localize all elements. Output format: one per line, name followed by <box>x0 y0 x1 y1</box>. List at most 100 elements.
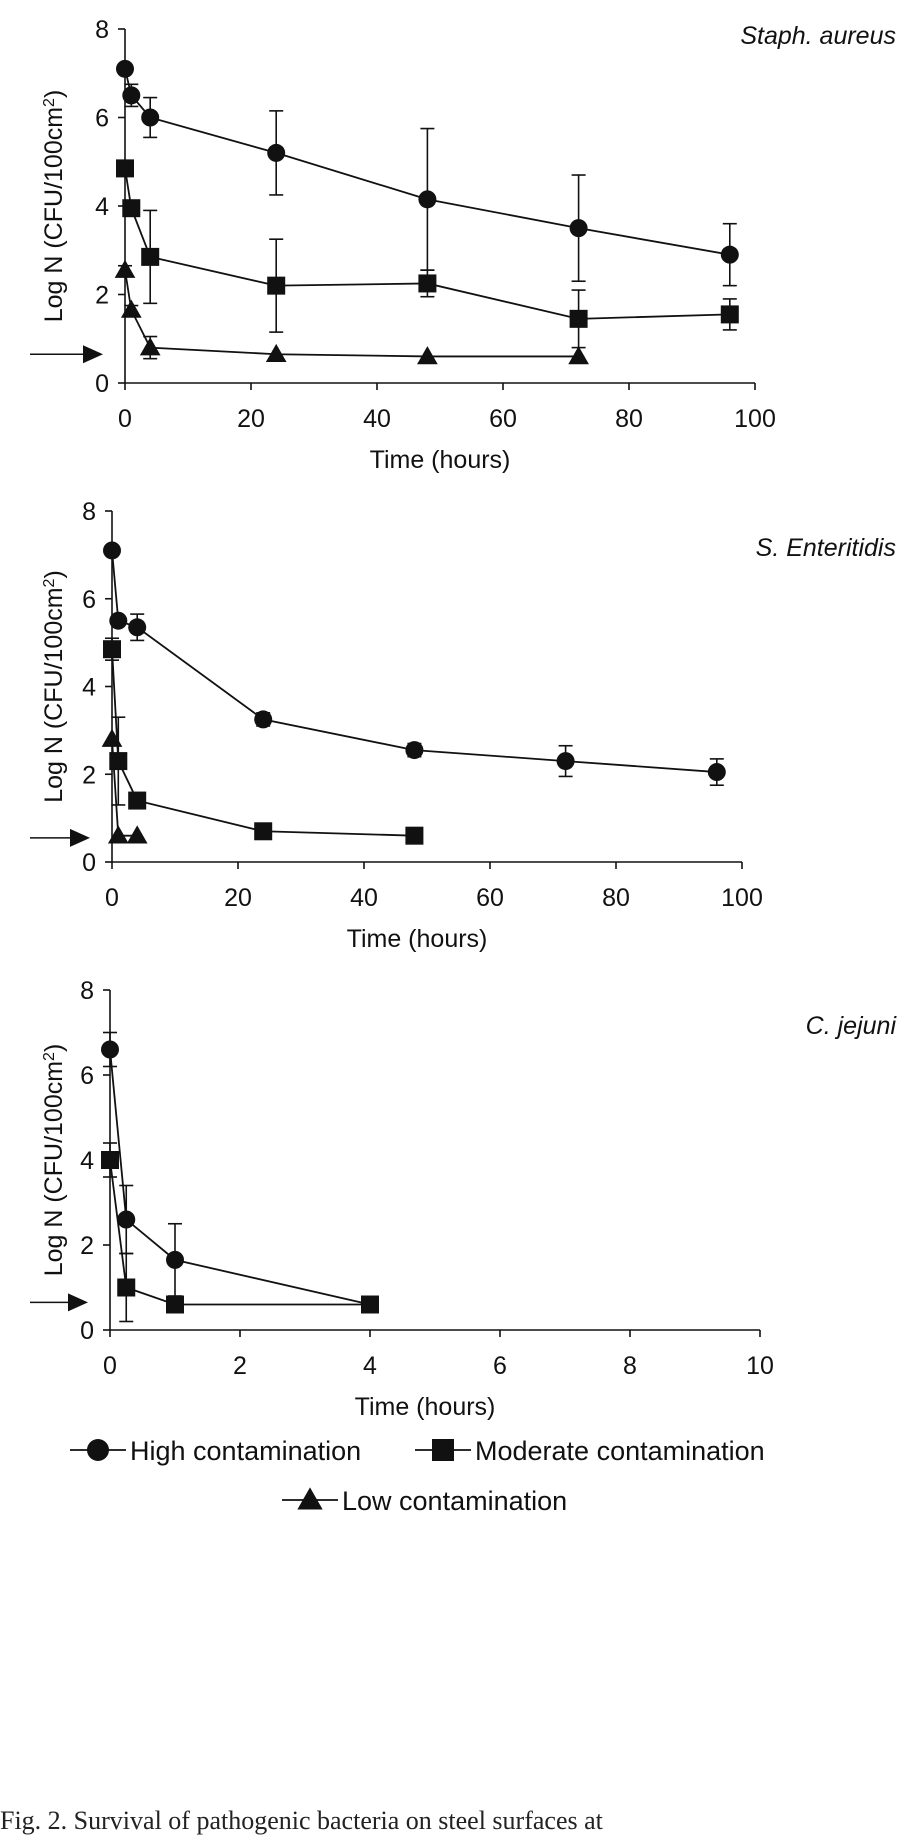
series-square <box>101 1142 379 1323</box>
data-point-square <box>101 1151 119 1169</box>
data-point-circle <box>254 710 273 729</box>
y-tick-label: 2 <box>82 761 96 789</box>
data-point-circle <box>101 1040 119 1059</box>
data-point-triangle <box>114 259 136 278</box>
y-tick-label: 4 <box>80 1147 94 1175</box>
x-tick-label: 40 <box>363 405 391 433</box>
data-point-triangle <box>120 299 142 318</box>
data-point-triangle <box>101 728 123 747</box>
x-tick-label: 0 <box>103 1352 117 1380</box>
data-point-circle <box>418 190 437 209</box>
legend-label: Low contamination <box>342 1486 567 1516</box>
x-tick-label: 80 <box>602 884 630 912</box>
data-point-circle <box>109 611 128 630</box>
y-tick-label: 6 <box>80 1062 94 1090</box>
data-point-square <box>361 1295 379 1314</box>
data-point-square <box>109 752 128 771</box>
y-tick-label: 4 <box>82 674 96 702</box>
x-tick-label: 80 <box>615 405 643 433</box>
chart-panel-3: 0 2 4 6 8 0 2 4 6 8 10 Time (hours) Log N (CFU/100cm… <box>30 977 897 1421</box>
y-tick-label: 0 <box>82 849 96 877</box>
legend-marker-circle <box>87 1439 109 1461</box>
data-point-triangle <box>139 337 161 356</box>
x-tick-label: 8 <box>623 1352 637 1380</box>
data-point-triangle <box>568 346 589 365</box>
y-tick-label: 2 <box>80 1232 94 1260</box>
legend-item-square: Moderate contamination <box>415 1436 765 1466</box>
data-point-square <box>141 247 160 266</box>
series-triangle <box>114 259 589 365</box>
series-line <box>124 270 579 358</box>
y-tick-label: 8 <box>80 977 94 1005</box>
y-axis-label: Log N (CFU/100cm2) <box>40 570 68 803</box>
chart-title: S. Enteritidis <box>756 534 896 562</box>
data-point-circle <box>267 143 286 162</box>
y-axis-label: Log N (CFU/100cm2) <box>40 1044 68 1277</box>
data-point-square <box>254 822 273 841</box>
x-axis-label: Time (hours) <box>347 925 488 953</box>
data-point-square <box>166 1295 184 1314</box>
data-point-triangle <box>107 825 129 844</box>
detection-limit-arrow-head <box>70 828 90 847</box>
x-tick-label: 6 <box>493 1352 507 1380</box>
data-point-circle <box>556 752 575 771</box>
chart-title: Staph. aureus <box>740 22 896 50</box>
data-point-square <box>267 276 286 295</box>
y-tick-label: 8 <box>95 16 109 44</box>
series-circle <box>101 1031 379 1314</box>
data-point-circle <box>122 86 141 105</box>
data-point-triangle <box>265 343 287 362</box>
data-point-square <box>122 199 141 218</box>
data-point-square <box>405 826 424 845</box>
series-line <box>111 550 717 773</box>
legend-label: High contamination <box>130 1436 361 1466</box>
detection-limit-arrow-head <box>68 1293 88 1312</box>
x-tick-label: 0 <box>118 405 132 433</box>
legend-label: Moderate contamination <box>475 1436 765 1466</box>
data-point-triangle <box>126 825 148 844</box>
x-tick-label: 60 <box>489 405 517 433</box>
y-tick-label: 0 <box>95 370 109 398</box>
x-tick-label: 4 <box>363 1352 377 1380</box>
data-point-circle <box>707 763 726 782</box>
data-point-circle <box>141 108 160 127</box>
x-tick-label: 100 <box>721 884 763 912</box>
chart-title: C. jejuni <box>806 1012 898 1040</box>
series-triangle <box>101 728 148 844</box>
legend-item-circle: High contamination <box>70 1436 361 1466</box>
x-tick-label: 20 <box>224 884 252 912</box>
y-axis-label: Log N (CFU/100cm2) <box>40 90 68 323</box>
data-point-square <box>720 305 739 324</box>
figure-caption: Fig. 2. Survival of pathogenic bacteria … <box>0 1806 603 1835</box>
detection-limit-arrow-head <box>83 345 103 364</box>
x-tick-label: 100 <box>734 405 776 433</box>
data-point-circle <box>720 245 739 264</box>
data-point-square <box>128 791 147 810</box>
data-point-circle <box>116 59 134 78</box>
series-square <box>116 159 739 349</box>
y-tick-label: 6 <box>95 105 109 133</box>
data-point-square <box>116 159 134 178</box>
x-tick-label: 0 <box>105 884 119 912</box>
data-point-circle <box>103 541 121 560</box>
data-point-triangle <box>417 346 438 365</box>
x-tick-label: 20 <box>237 405 265 433</box>
data-point-circle <box>569 219 588 238</box>
y-tick-label: 8 <box>82 498 96 526</box>
x-axis-label: Time (hours) <box>355 1393 496 1421</box>
x-axis-label: Time (hours) <box>370 446 511 474</box>
y-tick-label: 0 <box>80 1317 94 1345</box>
y-tick-label: 4 <box>95 193 109 221</box>
data-point-square <box>569 309 588 328</box>
data-point-square <box>418 274 437 293</box>
y-tick-label: 6 <box>82 586 96 614</box>
data-point-circle <box>117 1210 136 1229</box>
data-point-square <box>103 640 121 659</box>
legend-item-triangle: Low contamination <box>282 1486 567 1516</box>
x-tick-label: 60 <box>476 884 504 912</box>
legend-marker-square <box>432 1439 454 1461</box>
